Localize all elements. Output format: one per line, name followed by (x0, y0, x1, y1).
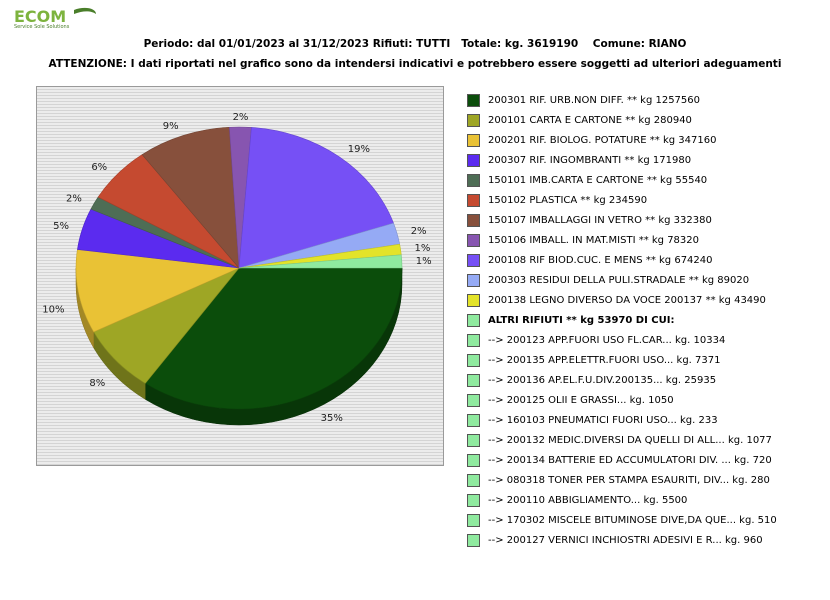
legend-item-4: 200307 RIF. INGOMBRANTI ** kg 171980 (467, 150, 827, 170)
legend-label: --> 200110 ABBIGLIAMENTO... kg. 5500 (488, 494, 688, 506)
legend-label: --> 200136 AP.EL.F.U.DIV.200135... kg. 2… (488, 374, 717, 386)
legend-item-8: 150106 IMBALL. IN MAT.MISTI ** kg 78320 (467, 230, 827, 250)
legend-swatch (467, 213, 480, 227)
legend-label: 150106 IMBALL. IN MAT.MISTI ** kg 78320 (488, 234, 700, 246)
legend-item-6: 150102 PLASTICA ** kg 234590 (467, 190, 827, 210)
legend-label: --> 200127 VERNICI INCHIOSTRI ADESIVI E … (488, 534, 763, 546)
legend-detail-item-3: --> 200136 AP.EL.F.U.DIV.200135... kg. 2… (467, 370, 827, 390)
legend-swatch (467, 193, 480, 207)
legend-swatch (467, 433, 480, 447)
legend-swatch (467, 333, 480, 347)
pie-pct-label-12: 1% (416, 256, 432, 267)
report-period-header: Periodo: dal 01/01/2023 al 31/12/2023 Ri… (143, 38, 687, 50)
pie-slice-1 (144, 267, 403, 410)
pie-slice-7 (141, 126, 240, 269)
legend-swatch (467, 313, 480, 327)
legend-swatch (467, 253, 480, 267)
legend-label: 200108 RIF BIOD.CUC. E MENS ** kg 674240 (488, 254, 713, 266)
legend-detail-item-1: --> 200123 APP.FUORI USO FL.CAR... kg. 1… (467, 330, 827, 350)
legend-label: --> 080318 TONER PER STAMPA ESAURITI, DI… (488, 474, 770, 486)
legend-item-2: 200101 CARTA E CARTONE ** kg 280940 (467, 110, 827, 130)
legend-label: --> 160103 PNEUMATICI FUORI USO... kg. 2… (488, 414, 718, 426)
legend-swatch (467, 373, 480, 387)
legend-label: --> 170302 MISCELE BITUMINOSE DIVE,DA QU… (488, 514, 777, 526)
legend-swatch (467, 473, 480, 487)
legend-swatch (467, 413, 480, 427)
legend-item-10: 200303 RESIDUI DELLA PULI.STRADALE ** kg… (467, 270, 827, 290)
legend-detail-item-6: --> 200132 MEDIC.DIVERSI DA QUELLI DI AL… (467, 430, 827, 450)
pie-pct-label-6: 6% (91, 162, 107, 173)
legend-label: 150102 PLASTICA ** kg 234590 (488, 194, 648, 206)
legend-label: --> 200123 APP.FUORI USO FL.CAR... kg. 1… (488, 334, 726, 346)
legend-item-5: 150101 IMB.CARTA E CARTONE ** kg 55540 (467, 170, 827, 190)
legend-label: --> 200134 BATTERIE ED ACCUMULATORI DIV.… (488, 454, 772, 466)
chart-legend: 200301 RIF. URB.NON DIFF. ** kg 1257560 2… (467, 90, 827, 550)
pie-pct-label-1: 35% (321, 413, 343, 424)
legend-label: 200101 CARTA E CARTONE ** kg 280940 (488, 114, 692, 126)
pie-slice-3 (75, 249, 241, 333)
pie-pct-label-8: 2% (233, 112, 249, 123)
legend-detail-item-11: --> 200127 VERNICI INCHIOSTRI ADESIVI E … (467, 530, 827, 550)
legend-label: 200201 RIF. BIOLOG. POTATURE ** kg 34716… (488, 134, 717, 146)
pie-slice-12 (238, 254, 403, 269)
pie-pct-label-4: 5% (53, 221, 69, 232)
ecom-logo: ECOM Service Sole Solutions (14, 7, 96, 30)
logo-text: ECOM (14, 7, 66, 26)
legend-label: 150101 IMB.CARTA E CARTONE ** kg 55540 (488, 174, 708, 186)
legend-label: 200303 RESIDUI DELLA PULI.STRADALE ** kg… (488, 274, 750, 286)
legend-item-1: 200301 RIF. URB.NON DIFF. ** kg 1257560 (467, 90, 827, 110)
legend-swatch (467, 273, 480, 287)
legend-swatch (467, 293, 480, 307)
legend-label: --> 200132 MEDIC.DIVERSI DA QUELLI DI AL… (488, 434, 772, 446)
legend-detail-item-4: --> 200125 OLII E GRASSI... kg. 1050 (467, 390, 827, 410)
legend-item-11: 200138 LEGNO DIVERSO DA VOCE 200137 ** k… (467, 290, 827, 310)
pie-slice-9 (238, 127, 394, 269)
legend-label: ALTRI RIFIUTI ** kg 53970 DI CUI: (488, 314, 675, 326)
legend-swatch (467, 153, 480, 167)
legend-swatch (467, 113, 480, 127)
legend-label: 200307 RIF. INGOMBRANTI ** kg 171980 (488, 154, 692, 166)
legend-swatch (467, 133, 480, 147)
legend-label: 150107 IMBALLAGGI IN VETRO ** kg 332380 (488, 214, 712, 226)
legend-item-9: 200108 RIF BIOD.CUC. E MENS ** kg 674240 (467, 250, 827, 270)
pie-pct-label-7: 9% (163, 121, 179, 132)
legend-item-3: 200201 RIF. BIOLOG. POTATURE ** kg 34716… (467, 130, 827, 150)
legend-swatch (467, 93, 480, 107)
legend-item-7: 150107 IMBALLAGGI IN VETRO ** kg 332380 (467, 210, 827, 230)
pie-pct-label-2: 8% (89, 378, 105, 389)
legend-swatch (467, 513, 480, 527)
legend-swatch (467, 353, 480, 367)
logo-swoosh (74, 7, 96, 14)
legend-detail-item-9: --> 200110 ABBIGLIAMENTO... kg. 5500 (467, 490, 827, 510)
logo-tagline: Service Sole Solutions (14, 24, 70, 30)
legend-detail-item-8: --> 080318 TONER PER STAMPA ESAURITI, DI… (467, 470, 827, 490)
legend-item-12: ALTRI RIFIUTI ** kg 53970 DI CUI: (467, 310, 827, 330)
pie-pct-label-5: 2% (66, 193, 82, 204)
legend-detail-item-7: --> 200134 BATTERIE ED ACCUMULATORI DIV.… (467, 450, 827, 470)
legend-detail-item-2: --> 200135 APP.ELETTR.FUORI USO... kg. 7… (467, 350, 827, 370)
legend-swatch (467, 493, 480, 507)
legend-detail-item-5: --> 160103 PNEUMATICI FUORI USO... kg. 2… (467, 410, 827, 430)
pie-pct-label-3: 10% (42, 304, 64, 315)
pie-pct-label-10: 2% (411, 226, 427, 237)
legend-swatch (467, 533, 480, 547)
legend-swatch (467, 393, 480, 407)
legend-label: --> 200135 APP.ELETTR.FUORI USO... kg. 7… (488, 354, 721, 366)
legend-detail-item-10: --> 170302 MISCELE BITUMINOSE DIVE,DA QU… (467, 510, 827, 530)
legend-swatch (467, 173, 480, 187)
legend-label: --> 200125 OLII E GRASSI... kg. 1050 (488, 394, 674, 406)
legend-label: 200301 RIF. URB.NON DIFF. ** kg 1257560 (488, 94, 701, 106)
legend-swatch (467, 453, 480, 467)
legend-label: 200138 LEGNO DIVERSO DA VOCE 200137 ** k… (488, 294, 766, 306)
report-warning-notice: ATTENZIONE: I dati riportati nel grafico… (48, 58, 782, 70)
legend-swatch (467, 233, 480, 247)
pie-pct-label-11: 1% (415, 243, 431, 254)
pie-pct-label-9: 19% (348, 144, 370, 155)
